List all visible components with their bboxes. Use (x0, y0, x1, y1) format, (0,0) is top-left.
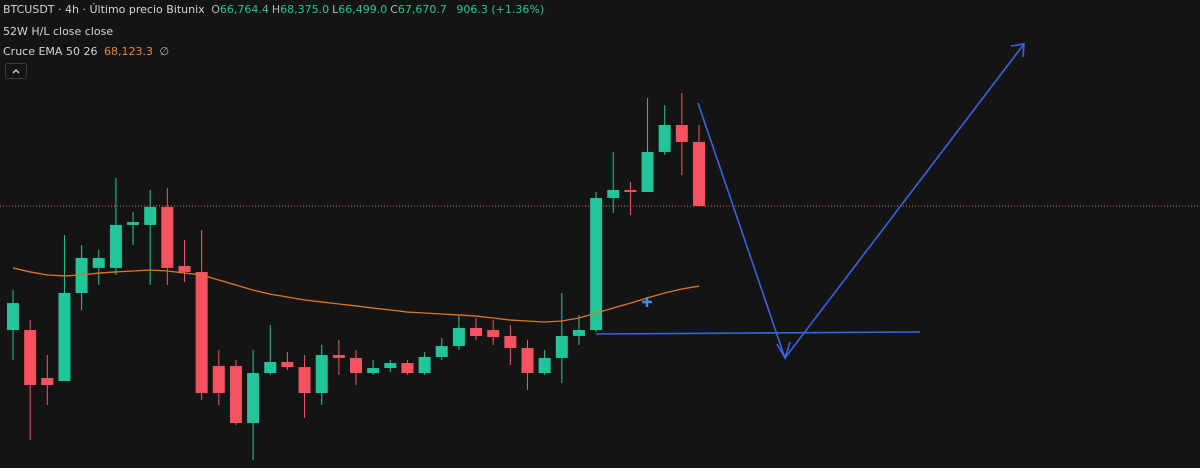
candle-body (521, 347, 534, 374)
candle-body (24, 330, 37, 386)
candle-body (315, 355, 328, 394)
legend-main: BTCUSDT · 4h · Último precio Bitunix O66… (3, 3, 547, 16)
arrow-head (776, 341, 791, 360)
candle-body (212, 365, 225, 394)
candle-body (161, 206, 174, 268)
candle-body (298, 367, 311, 394)
indicator: 52W H/L close close (3, 25, 114, 38)
candle-body (452, 327, 465, 347)
ohlc-value: 66,764.4 (219, 3, 269, 16)
support-line (595, 331, 921, 335)
symbol: BTCUSDT · 4h · Último precio Bitunix (3, 3, 205, 16)
candle-body (607, 189, 620, 198)
candle-body (641, 151, 654, 193)
ohlc-label: L (332, 3, 339, 16)
cross-marker (642, 297, 652, 307)
candle-body (675, 124, 688, 142)
candle-body (109, 224, 122, 268)
candle-body (538, 357, 551, 374)
candle-body (367, 368, 380, 374)
candle-body (384, 363, 397, 369)
ohlc-value: 66,499.0 (338, 3, 388, 16)
collapse-button[interactable] (5, 63, 27, 79)
indicator-value: 68,123.3 (103, 45, 153, 58)
candle-body (350, 357, 362, 374)
candle-body (332, 355, 345, 358)
drawings (595, 43, 1025, 360)
candle-body (555, 335, 568, 358)
candle-body (229, 365, 242, 424)
candle-body (624, 189, 637, 193)
candle-body (693, 141, 705, 207)
candle-body (247, 373, 260, 424)
candle-body (435, 346, 448, 357)
candle-body (470, 327, 483, 336)
candle-body (195, 271, 208, 394)
ohlc: O66,764.4 H68,375.0 L66,499.0 C67,670.7 (211, 3, 450, 16)
candle-body (92, 257, 105, 268)
ohlc-value: 68,375.0 (280, 3, 330, 16)
arrow-head (1010, 43, 1025, 58)
candle-body (504, 335, 517, 348)
candle-body (418, 356, 431, 374)
ohlc-label: O (211, 3, 220, 16)
ohlc-label: C (390, 3, 398, 16)
ema-line (12, 267, 700, 323)
candle-body (144, 206, 157, 225)
candle-body (658, 124, 671, 152)
candle-body (127, 222, 140, 225)
projection-arrow (697, 43, 1025, 360)
candle-body (401, 363, 414, 374)
candle-body (7, 303, 19, 331)
candle-body (590, 197, 603, 331)
indicator-name: Cruce EMA 50 26 (3, 45, 98, 58)
ohlc-label: H (271, 3, 281, 16)
candle-body (264, 361, 277, 374)
candle-body (58, 292, 71, 382)
candle-body (281, 361, 294, 368)
indicator-flag: ∅ (159, 45, 170, 58)
candle-body (487, 330, 500, 338)
ohlc-value: 67,670.7 (397, 3, 447, 16)
candle-body (572, 330, 585, 336)
caret (12, 69, 20, 74)
candle-body (178, 266, 191, 272)
indicator: Cruce EMA 50 26 68,123.3 ∅ (3, 45, 172, 58)
candle-body (41, 377, 54, 386)
change: 906.3 (+1.36%) (456, 3, 545, 16)
